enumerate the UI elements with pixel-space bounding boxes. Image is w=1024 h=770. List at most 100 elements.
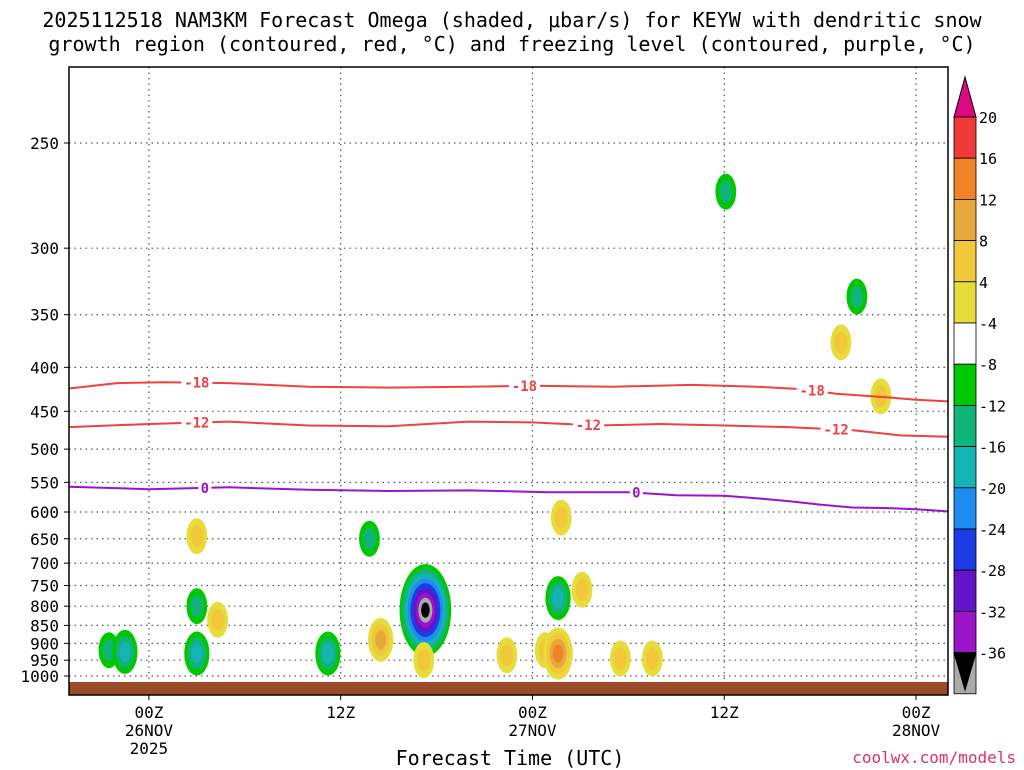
contour-label: -12 — [184, 416, 209, 432]
omega-area-20 — [835, 0, 848, 11]
contour-label: 0 — [632, 486, 640, 502]
colorbar-swatch — [953, 487, 977, 530]
contour-label-bg — [181, 374, 213, 391]
contour-label: 0 — [201, 481, 209, 497]
grid — [69, 67, 948, 695]
y-tick-label-450: 450 — [30, 402, 59, 421]
y-tick-label-850: 850 — [30, 616, 59, 635]
contour-label-bg — [508, 377, 540, 394]
omega-area-20 — [831, 0, 852, 18]
omega-area-6 — [322, 643, 334, 664]
colorbar-label: -8 — [979, 356, 997, 374]
contour-line-0 — [69, 485, 948, 513]
y-tick-label-700: 700 — [30, 554, 59, 573]
colorbar-label: -12 — [979, 397, 1006, 415]
y-tick-label-400: 400 — [30, 358, 59, 377]
omega-area-14 — [552, 588, 564, 608]
omega-area-11 — [500, 644, 514, 667]
omega-area-22 — [834, 331, 848, 354]
x-tick-year: 2025 — [130, 739, 169, 758]
chart-title-line-2: growth region (contoured, red, °C) and f… — [48, 32, 976, 56]
x-tick-label: 12Z — [326, 703, 355, 722]
colorbar-label: -28 — [979, 562, 1006, 580]
colorbar-label: 4 — [979, 274, 988, 292]
colorbar-swatch — [953, 322, 977, 365]
y-tick-label-600: 600 — [30, 503, 59, 522]
omega-area-0 — [102, 639, 116, 662]
y-tick-label-900: 900 — [30, 634, 59, 653]
y-tick-label-750: 750 — [30, 577, 59, 596]
omega-area-17 — [613, 647, 627, 670]
omega-area-5 — [211, 608, 225, 631]
contour-label-bg — [572, 417, 604, 434]
y-tick-label-550: 550 — [30, 473, 59, 492]
y-tick-label-650: 650 — [30, 530, 59, 549]
colorbar: 20 16 12 8 4 -4 -8 -12 -16 -20 -24 -28 -32 -36 — [953, 75, 1006, 695]
colorbar-swatch — [953, 116, 977, 159]
y-tick-label-950: 950 — [30, 651, 59, 670]
colorbar-label: 16 — [979, 150, 997, 168]
contour-label-bg — [629, 484, 643, 501]
omega-area-21 — [850, 285, 864, 308]
colorbar-label: 8 — [979, 233, 988, 251]
contour-label-bg — [181, 414, 213, 431]
y-tick-label-1000: 1000 — [20, 667, 59, 686]
y-tick-label-350: 350 — [30, 306, 59, 325]
y-tick-label-250: 250 — [30, 134, 59, 153]
x-tick-label: 00Z — [902, 703, 931, 722]
x-tick-label: 00Z — [518, 703, 547, 722]
omega-area-8 — [375, 630, 387, 650]
colorbar-swatch — [953, 446, 977, 489]
terrain-fill — [69, 682, 948, 695]
contour-label-bg — [820, 421, 852, 438]
x-tick-label: 00Z — [134, 703, 163, 722]
colorbar-swatch — [953, 611, 977, 654]
pressure-axis: 2503003504004505005506006507007508008509… — [20, 134, 69, 686]
colorbar-label: 20 — [979, 109, 997, 127]
contour-label-bg — [796, 382, 828, 399]
contour-label: -12 — [823, 422, 848, 438]
colorbar-swatch — [953, 528, 977, 571]
x-tick-date: 26NOV — [125, 721, 174, 740]
y-tick-label-300: 300 — [30, 239, 59, 258]
omega-area-4 — [191, 643, 203, 664]
source-credit: coolwx.com/models — [852, 748, 1016, 767]
colorbar-bottom-arrow — [953, 652, 977, 692]
omega-area-10 — [417, 649, 431, 672]
omega-shading — [69, 0, 948, 695]
omega-area-16 — [575, 578, 589, 601]
omega-area-15 — [554, 506, 568, 529]
colorbar-swatch — [953, 363, 977, 406]
colorbar-swatch — [953, 569, 977, 612]
colorbar-label: -24 — [979, 521, 1006, 539]
x-axis-title: Forecast Time (UTC) — [395, 746, 625, 770]
omega-area-2 — [190, 525, 204, 548]
colorbar-label: -36 — [979, 645, 1006, 663]
omega-area-1 — [119, 642, 131, 662]
colorbar-swatch — [953, 157, 977, 200]
omega-area-18 — [645, 647, 659, 670]
colorbar-label: -20 — [979, 480, 1006, 498]
temperature-contours: -18 -18 -18 -12 -12 -12 0 0 — [69, 374, 948, 513]
contour-label: -18 — [184, 376, 209, 392]
colorbar-swatch — [953, 240, 977, 283]
omega-area-9 — [421, 602, 430, 618]
y-tick-label-500: 500 — [30, 440, 59, 459]
colorbar-swatch — [953, 281, 977, 324]
colorbar-top-arrow — [953, 75, 977, 118]
colorbar-label: -4 — [979, 315, 997, 333]
x-tick-date: 28NOV — [892, 721, 941, 740]
omega-area-19 — [719, 180, 733, 203]
contour-label: -18 — [800, 383, 825, 399]
plot-frame — [68, 66, 949, 696]
colorbar-label: -32 — [979, 603, 1006, 621]
colorbar-label: 12 — [979, 191, 997, 209]
contour-label: -12 — [576, 418, 601, 434]
x-tick-label: 12Z — [710, 703, 739, 722]
x-tick-date: 27NOV — [508, 721, 557, 740]
omega-area-3 — [190, 595, 204, 618]
colorbar-swatch — [953, 198, 977, 241]
colorbar-label: -16 — [979, 439, 1006, 457]
